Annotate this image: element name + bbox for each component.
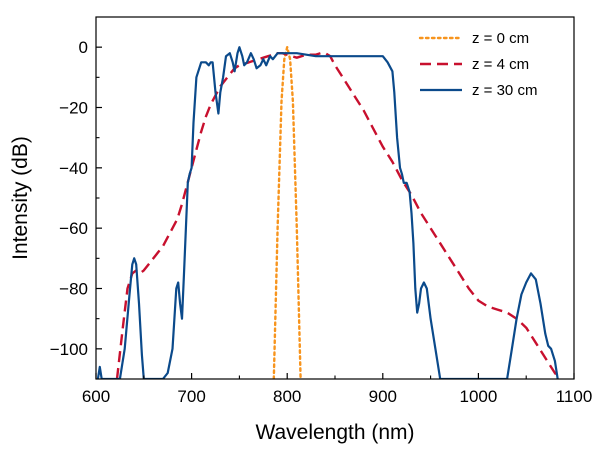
y-tick-label: −40: [59, 159, 88, 178]
series-line-1: [272, 46, 302, 379]
x-tick-label: 700: [177, 387, 205, 406]
series-layer: [96, 46, 561, 379]
ticks-layer: 600 700 800 900 1000 1100 0 −20 −40 −60 −80 −100: [50, 38, 593, 406]
x-axis-title: Wavelength (nm): [255, 421, 414, 444]
legend: z = 0 cm z = 4 cm z = 30 cm: [418, 30, 537, 99]
x-tick-label: 1100: [556, 387, 593, 406]
y-tick-label: −20: [59, 99, 88, 118]
x-tick-label: 1000: [459, 387, 497, 406]
y-tick-label: −60: [59, 219, 88, 238]
legend-label-2: z = 4 cm: [472, 56, 529, 73]
series-line-3: [96, 46, 559, 379]
legend-label-3: z = 30 cm: [472, 82, 537, 99]
plot-frame: [95, 16, 575, 380]
y-tick-label: 0: [79, 38, 88, 57]
y-tick-label: −80: [59, 280, 88, 299]
x-tick-label: 900: [369, 387, 397, 406]
plot-background: [96, 17, 574, 379]
legend-label-1: z = 0 cm: [472, 30, 529, 47]
x-tick-label: 600: [82, 387, 110, 406]
y-axis-title: Intensity (dB): [9, 136, 32, 260]
x-tick-label: 800: [273, 387, 301, 406]
y-tick-label: −100: [50, 340, 88, 359]
